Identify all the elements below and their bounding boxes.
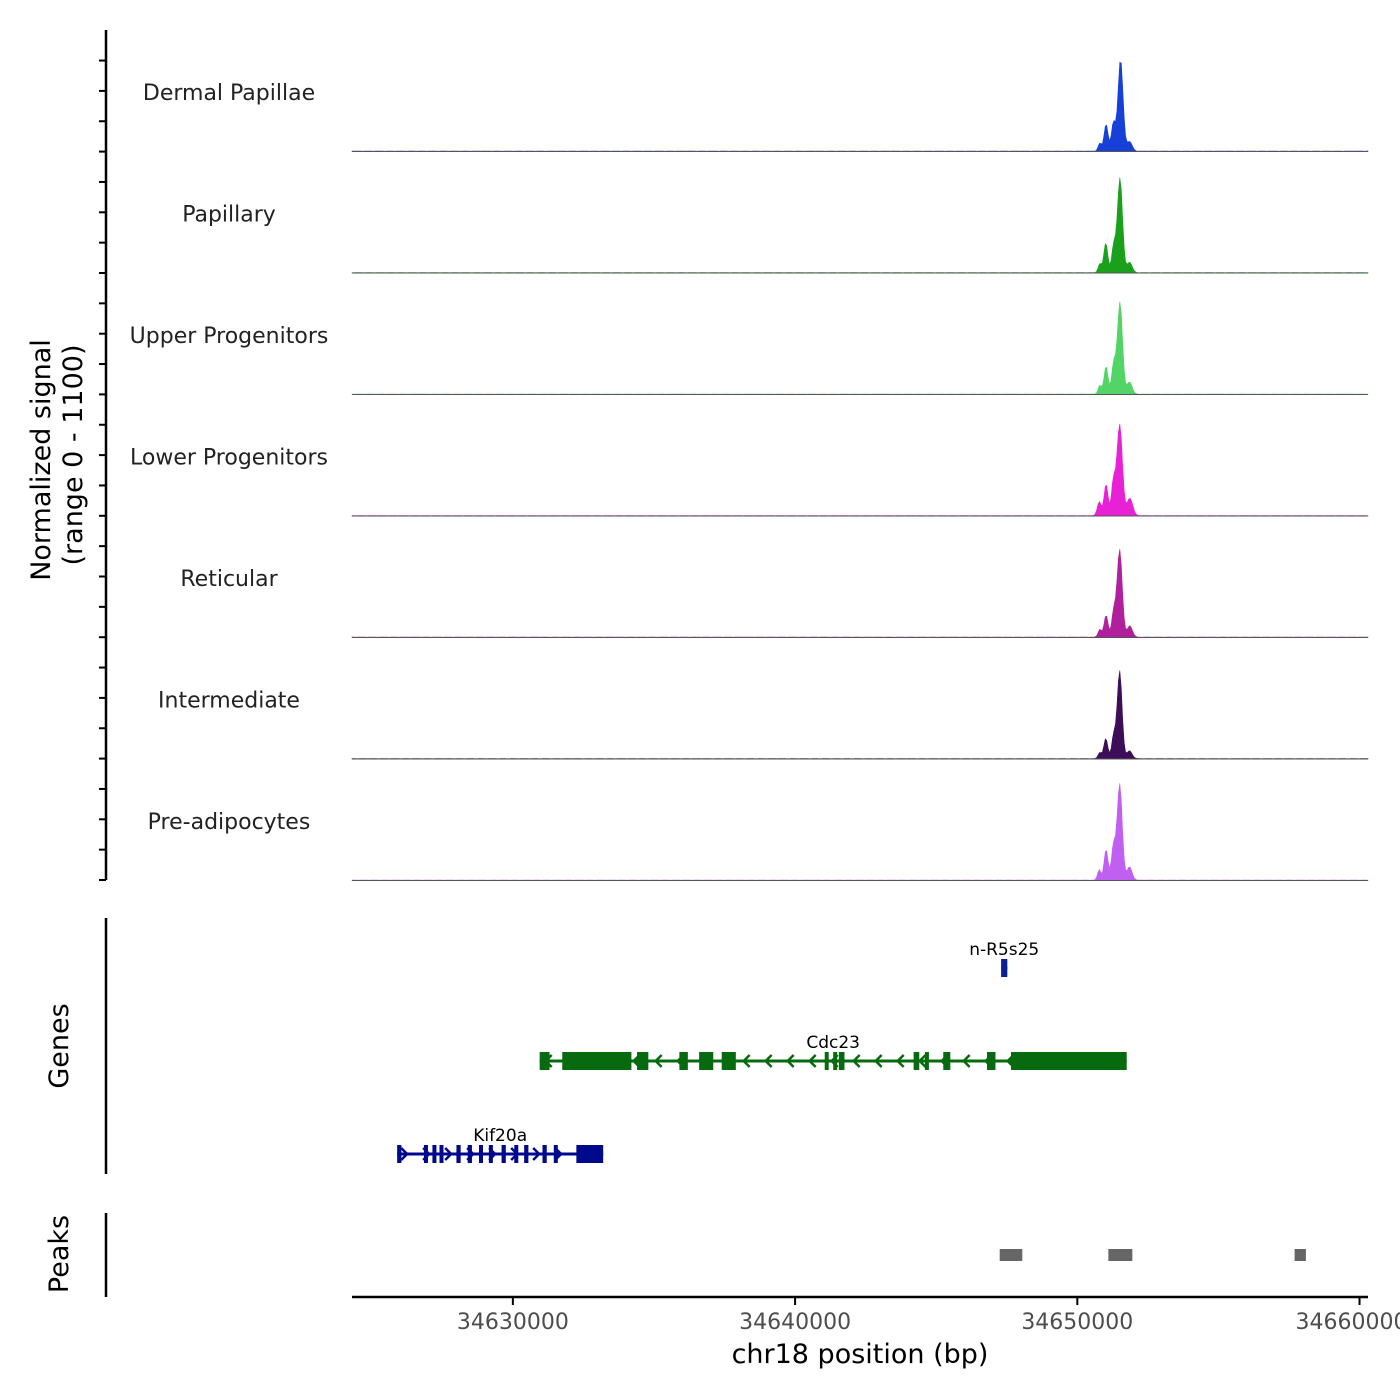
gene-exon [488, 1145, 493, 1163]
coverage-track: Papillary [182, 177, 1369, 274]
coverage-area [351, 177, 1369, 274]
gene-exon [514, 1145, 519, 1163]
gene-exon [637, 1052, 649, 1070]
gene-exon [432, 1145, 437, 1163]
peaks-panel: Peaks [44, 1213, 1306, 1297]
x-tick-label: 34650000 [1021, 1310, 1133, 1335]
coverage-area [351, 423, 1369, 517]
gene-exon [467, 1145, 472, 1163]
gene-exon [987, 1052, 996, 1070]
gene-exon [943, 1052, 951, 1070]
strand-arrow [444, 1147, 453, 1161]
gene-exon [833, 1052, 838, 1070]
track-label: Dermal Papillae [143, 81, 315, 106]
coverage-track: Reticular [180, 549, 1369, 638]
gene-exon [721, 1052, 736, 1070]
gene-exon [542, 1145, 547, 1163]
gene-exon [553, 1145, 558, 1163]
strand-arrow [400, 1147, 409, 1161]
gene-exon [456, 1145, 461, 1163]
gene-exon [524, 1145, 529, 1163]
x-tick-label: 34660000 [1296, 1310, 1400, 1335]
gene-exon [576, 1145, 604, 1163]
strand-arrow [895, 1054, 905, 1068]
gene-name-label: Cdc23 [806, 1033, 860, 1053]
gene-exon [423, 1145, 428, 1163]
x-axis-title: chr18 position (bp) [732, 1339, 989, 1370]
gene-name-label: Kif20a [473, 1126, 527, 1146]
peak-region [1294, 1249, 1306, 1261]
gene-exon [824, 1052, 829, 1070]
gene-exon [924, 1052, 929, 1070]
coverage-track: Lower Progenitors [130, 423, 1369, 517]
track-label: Intermediate [158, 689, 300, 714]
coverage-panel: Dermal Papillae Papillary Upper Progenitor… [130, 61, 1369, 881]
gene-model: n-R5s25 [969, 940, 1039, 977]
gene-name-label: n-R5s25 [969, 940, 1039, 960]
coverage-track: Pre-adipocytes [148, 783, 1369, 881]
peak-region [1108, 1249, 1133, 1261]
coverage-track: Upper Progenitors [130, 301, 1369, 395]
track-label: Lower Progenitors [130, 446, 328, 471]
peak-region [999, 1249, 1023, 1261]
strand-arrow [653, 1054, 663, 1068]
gene-model: Cdc23 [539, 1033, 1127, 1070]
x-tick-label: 34630000 [457, 1310, 569, 1335]
y-axis: Normalized signal (range 0 - 1100) [26, 30, 108, 881]
gene-exon [479, 1145, 483, 1163]
gene-exon [501, 1145, 506, 1163]
gene-exon [562, 1052, 632, 1070]
x-axis: chr18 position (bp) 34630000 34640000 3465… [352, 1295, 1400, 1370]
strand-arrow [807, 1054, 817, 1068]
gene-exon [397, 1145, 402, 1163]
track-label: Reticular [180, 567, 278, 592]
y-axis-title-line1: Normalized signal [26, 339, 57, 581]
coverage-area [351, 670, 1369, 760]
track-label: Pre-adipocytes [148, 810, 311, 835]
gene-model: Kif20a [397, 1126, 604, 1163]
coverage-area [351, 783, 1369, 881]
coverage-area [351, 549, 1369, 638]
strand-arrow [917, 1054, 927, 1068]
genes-panel-label: Genes [44, 1003, 75, 1088]
gene-exon [838, 1052, 845, 1070]
strand-arrow [873, 1054, 883, 1068]
strand-arrow [741, 1054, 751, 1068]
coverage-track: Intermediate [158, 670, 1369, 760]
y-axis-title-line2: (range 0 - 1100) [58, 345, 89, 566]
x-tick-label: 34640000 [739, 1310, 851, 1335]
gene-exon [679, 1052, 688, 1070]
gene-exon [1001, 959, 1008, 977]
peaks-panel-label: Peaks [44, 1215, 75, 1293]
strand-arrow [851, 1054, 861, 1068]
gene-exon [1010, 1052, 1127, 1070]
coverage-track: Dermal Papillae [143, 61, 1369, 152]
gene-exon [439, 1145, 444, 1163]
strand-arrow [532, 1147, 541, 1161]
strand-arrow [961, 1054, 971, 1068]
coverage-area [351, 301, 1369, 395]
track-label: Papillary [182, 203, 276, 228]
gene-exon [913, 1052, 920, 1070]
strand-arrow [763, 1054, 773, 1068]
strand-arrow [785, 1054, 795, 1068]
track-label: Upper Progenitors [130, 324, 329, 349]
gene-exon [699, 1052, 714, 1070]
genes-panel: Genes n-R5s25 Cdc23 Kif20a [44, 918, 1127, 1174]
gene-exon [539, 1052, 550, 1070]
coverage-area [351, 61, 1369, 152]
